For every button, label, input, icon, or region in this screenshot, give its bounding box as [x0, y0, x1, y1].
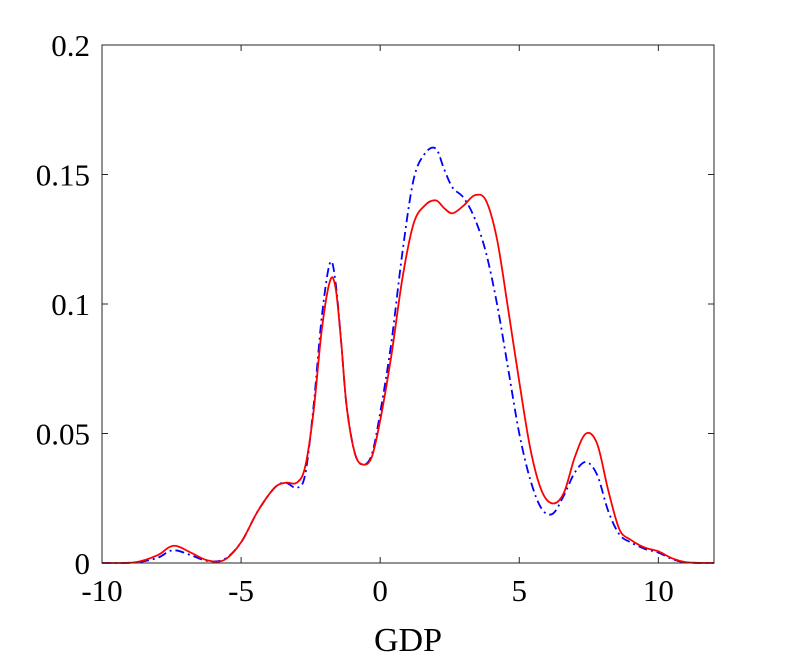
ticks-layer: -10 -5 0 5 10 0 0.05 0.1 0.15 0.2 — [36, 28, 714, 608]
series-line-red-solid — [101, 193, 715, 564]
x-tick-label: -5 — [228, 573, 254, 608]
series-layer — [101, 146, 715, 564]
x-tick-label: 0 — [372, 573, 388, 608]
y-tick-label: 0.2 — [51, 28, 90, 63]
x-tick-label: -10 — [81, 573, 122, 608]
plot-frame — [101, 44, 715, 564]
y-tick-label: 0.1 — [51, 287, 90, 322]
y-tick-label: 0 — [75, 546, 91, 581]
axes-layer — [101, 44, 715, 564]
y-tick-label: 0.05 — [36, 417, 90, 452]
x-tick-label: 5 — [512, 573, 528, 608]
x-tick-label: 10 — [643, 573, 674, 608]
series-line-blue-dashdot — [101, 146, 715, 564]
y-tick-label: 0.15 — [36, 158, 90, 193]
x-axis-label: GDP — [374, 622, 442, 659]
